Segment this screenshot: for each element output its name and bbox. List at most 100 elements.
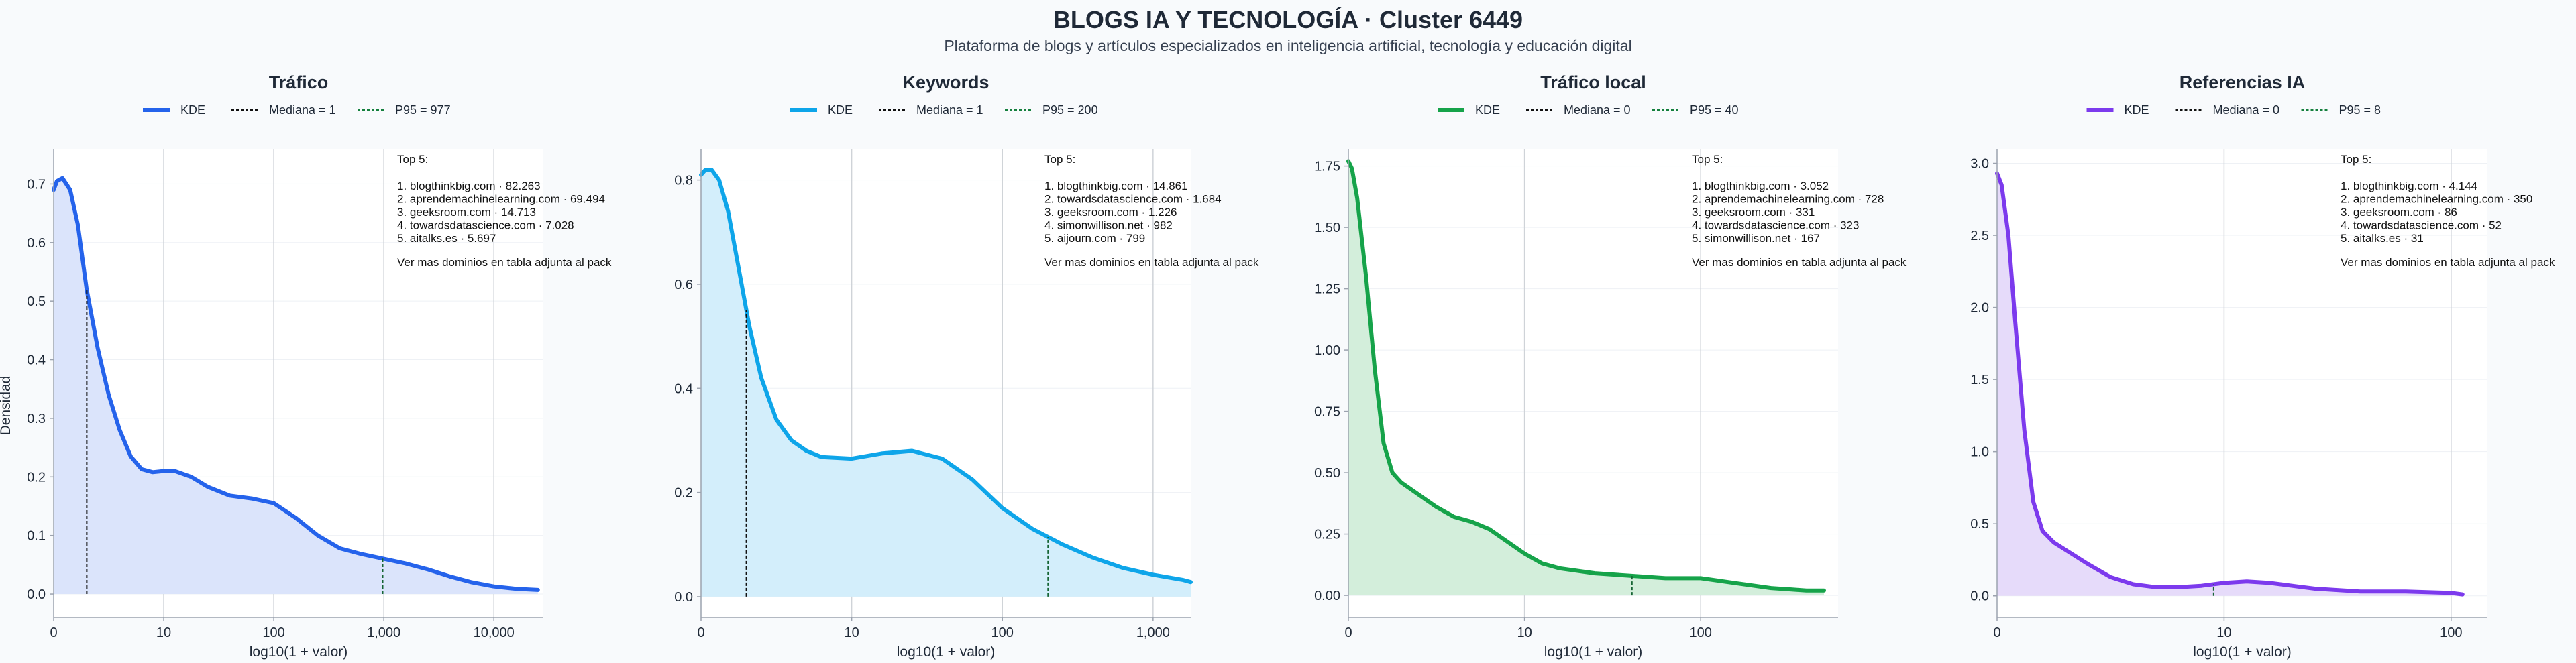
panel-title: Referencias IA bbox=[2180, 72, 2306, 93]
kde-line bbox=[52, 176, 540, 592]
kde-line bbox=[699, 168, 1193, 585]
y-tick-label: 0.2 bbox=[674, 486, 693, 501]
y-tick-label: 1.00 bbox=[1314, 343, 1340, 358]
legend-median-label: Mediana = 1 bbox=[269, 103, 336, 117]
y-tick-label: 0.2 bbox=[27, 470, 46, 485]
x-tick-label: 0 bbox=[1993, 625, 2000, 640]
y-tick-label: 0.0 bbox=[27, 587, 46, 602]
top5-title: Top 5: bbox=[1044, 153, 1075, 166]
y-tick-label: 0.4 bbox=[674, 381, 693, 396]
y-tick-label: 0.4 bbox=[27, 353, 46, 368]
y-axis-label: Densidad bbox=[0, 376, 13, 436]
y-tick-label: 0.8 bbox=[674, 174, 693, 188]
y-tick-label: 0.6 bbox=[27, 236, 46, 251]
y-tick-label: 0.7 bbox=[27, 177, 46, 192]
x-tick-label: 0 bbox=[1344, 625, 1352, 640]
y-tick-label: 0.3 bbox=[27, 412, 46, 426]
plot-area bbox=[1997, 149, 2487, 617]
y-tick-label: 0.00 bbox=[1314, 589, 1340, 603]
top5-item: 2. aprendemachinelearning.com · 69.494 bbox=[397, 193, 605, 206]
chart-panel-3: Tráfico local KDE Mediana = 0 P95 = 40 0.00 0… bbox=[1314, 72, 1907, 660]
panel-title: Tráfico bbox=[269, 72, 329, 93]
x-axis-label: log10(1 + valor) bbox=[250, 644, 348, 660]
y-tick-label: 1.75 bbox=[1314, 160, 1340, 174]
top5-item: 2. aprendemachinelearning.com · 350 bbox=[2341, 193, 2532, 206]
figure-title: BLOGS IA Y TECNOLOGÍA · Cluster 6449 bbox=[1053, 6, 1523, 34]
x-tick-label: 100 bbox=[262, 625, 284, 640]
kde-area bbox=[1348, 161, 1824, 596]
y-tick-label: 0.5 bbox=[1970, 517, 1989, 532]
legend-p95-label: P95 = 8 bbox=[2339, 103, 2381, 117]
x-axis-label: log10(1 + valor) bbox=[2193, 644, 2292, 660]
x-axis-label: log10(1 + valor) bbox=[897, 644, 996, 660]
x-tick-label: 10 bbox=[1517, 625, 1532, 640]
legend-p95-label: P95 = 200 bbox=[1042, 103, 1098, 117]
kde-area bbox=[1997, 173, 2463, 596]
chart-panel-1: Tráfico KDE Mediana = 1 P95 = 977 0.0 0.1 0.2 0… bbox=[27, 72, 612, 660]
x-axis-label: log10(1 + valor) bbox=[1544, 644, 1643, 660]
top5-footer: Ver mas dominios en tabla adjunta al pac… bbox=[397, 256, 612, 269]
panel-title: Keywords bbox=[902, 72, 989, 93]
y-tick-label: 0.0 bbox=[674, 590, 693, 605]
y-tick-label: 0.75 bbox=[1314, 405, 1340, 420]
top5-item: 4. towardsdatascience.com · 7.028 bbox=[397, 219, 574, 232]
top5-item: 1. blogthinkbig.com · 3.052 bbox=[1692, 180, 1829, 192]
legend-p95-label: P95 = 977 bbox=[395, 103, 451, 117]
top5-footer: Ver mas dominios en tabla adjunta al pac… bbox=[1044, 256, 1259, 269]
top5-item: 5. aijourn.com · 799 bbox=[1044, 232, 1145, 245]
x-tick-label: 10 bbox=[2216, 625, 2231, 640]
x-tick-label: 10,000 bbox=[474, 625, 515, 640]
top5-title: Top 5: bbox=[1692, 153, 1723, 166]
top5-item: 5. aitalks.es · 31 bbox=[2341, 232, 2424, 245]
legend: KDE Mediana = 0 P95 = 40 bbox=[1438, 103, 1739, 117]
kde-line bbox=[1346, 159, 1826, 593]
y-tick-label: 0.1 bbox=[27, 529, 46, 544]
y-tick-label: 0.50 bbox=[1314, 466, 1340, 481]
top5-footer: Ver mas dominios en tabla adjunta al pac… bbox=[1692, 256, 1907, 269]
legend-kde-label: KDE bbox=[1475, 103, 1500, 117]
top5-item: 3. geeksroom.com · 331 bbox=[1692, 206, 1815, 219]
y-tick-label: 0.0 bbox=[1970, 589, 1989, 604]
top5-title: Top 5: bbox=[2341, 153, 2371, 166]
y-tick-label: 2.5 bbox=[1970, 229, 1989, 243]
x-tick-label: 0 bbox=[697, 625, 704, 640]
top5-footer: Ver mas dominios en tabla adjunta al pac… bbox=[2341, 256, 2555, 269]
legend-kde-label: KDE bbox=[2125, 103, 2149, 117]
chart-panel-4: Referencias IA KDE Mediana = 0 P95 = 8 0.0 0.… bbox=[1970, 72, 2555, 660]
x-tick-label: 100 bbox=[991, 625, 1014, 640]
y-tick-label: 0.25 bbox=[1314, 528, 1340, 542]
legend-median-label: Mediana = 0 bbox=[1564, 103, 1631, 117]
x-tick-label: 1,000 bbox=[367, 625, 400, 640]
top5-item: 5. aitalks.es · 5.697 bbox=[397, 232, 496, 245]
chart-panel-2: Keywords KDE Mediana = 1 P95 = 200 0.0 0.2 0.4… bbox=[674, 72, 1259, 660]
figure-subtitle: Plataforma de blogs y artículos especial… bbox=[944, 37, 1631, 54]
kde-area bbox=[54, 178, 538, 594]
x-tick-label: 1,000 bbox=[1136, 625, 1170, 640]
top5-item: 2. aprendemachinelearning.com · 728 bbox=[1692, 193, 1884, 206]
top5-item: 4. towardsdatascience.com · 52 bbox=[2341, 219, 2502, 232]
top5-item: 1. blogthinkbig.com · 14.861 bbox=[1044, 180, 1188, 192]
y-tick-label: 1.5 bbox=[1970, 373, 1989, 387]
y-tick-label: 1.50 bbox=[1314, 221, 1340, 235]
panels: Tráfico KDE Mediana = 1 P95 = 977 0.0 0.1 0.2 0… bbox=[27, 72, 2555, 660]
legend-kde-label: KDE bbox=[828, 103, 853, 117]
legend-median-label: Mediana = 0 bbox=[2213, 103, 2280, 117]
legend: KDE Mediana = 1 P95 = 977 bbox=[143, 103, 451, 117]
top5-item: 1. blogthinkbig.com · 82.263 bbox=[397, 180, 541, 192]
top5-item: 4. towardsdatascience.com · 323 bbox=[1692, 219, 1859, 232]
y-tick-label: 0.6 bbox=[674, 278, 693, 292]
top5-title: Top 5: bbox=[397, 153, 428, 166]
kde-line bbox=[1995, 171, 2465, 597]
top5-item: 1. blogthinkbig.com · 4.144 bbox=[2341, 180, 2477, 192]
panel-title: Tráfico local bbox=[1540, 72, 1646, 93]
legend-kde-label: KDE bbox=[180, 103, 205, 117]
top5-item: 5. simonwillison.net · 167 bbox=[1692, 232, 1820, 245]
y-tick-label: 3.0 bbox=[1970, 157, 1989, 172]
top5-item: 3. geeksroom.com · 14.713 bbox=[397, 206, 536, 219]
y-tick-label: 2.0 bbox=[1970, 301, 1989, 316]
